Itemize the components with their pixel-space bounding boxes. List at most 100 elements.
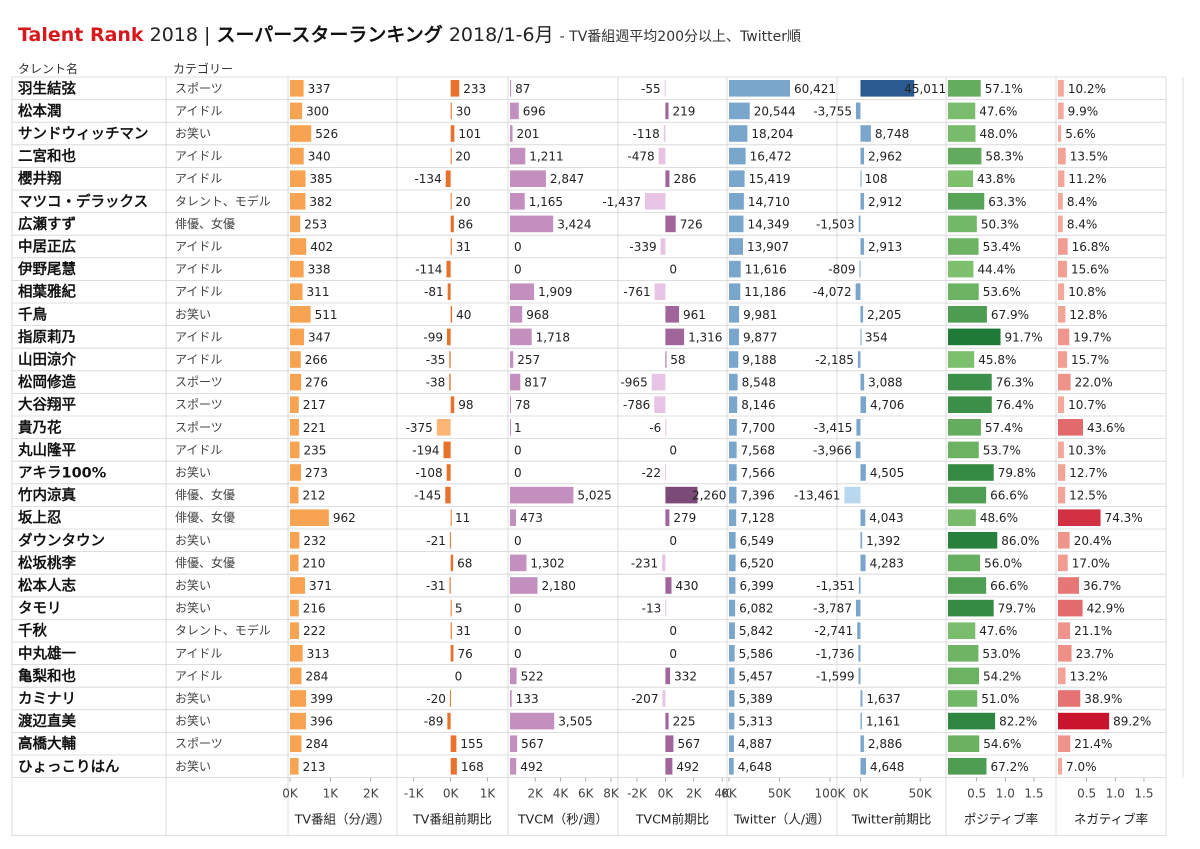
data-label: -3,787 xyxy=(813,602,852,616)
bar-1-30 xyxy=(450,758,457,775)
data-label: 4,887 xyxy=(738,737,772,751)
bar-5-18 xyxy=(844,486,861,504)
talent-category: アイドル xyxy=(175,104,222,118)
bar-2-26 xyxy=(510,667,517,685)
bar-0-9 xyxy=(290,283,303,300)
data-label: 7,568 xyxy=(741,443,775,457)
bar-0-21 xyxy=(290,554,299,572)
data-label: 0 xyxy=(669,624,677,638)
axis-title: Twitter前期比 xyxy=(851,812,931,827)
talent-category: アイドル xyxy=(175,149,222,163)
bar-5-23 xyxy=(855,599,861,617)
talent-name: 松本人志 xyxy=(18,577,76,595)
data-label: 23.7% xyxy=(1076,647,1114,661)
bar-5-26 xyxy=(858,667,861,685)
bar-0-27 xyxy=(290,690,307,707)
data-label: 526 xyxy=(315,127,338,141)
talent-name: アキラ100% xyxy=(18,466,107,482)
axis-tick-label: 0.5 xyxy=(967,787,986,801)
data-label: 60,421 xyxy=(794,82,836,96)
bar-1-9 xyxy=(447,283,451,300)
bar-3-10 xyxy=(665,306,680,323)
bar-1-19 xyxy=(450,509,452,526)
bar-3-5 xyxy=(645,193,666,210)
bar-5-24 xyxy=(857,622,861,639)
data-label: -786 xyxy=(623,398,650,412)
data-label: -809 xyxy=(828,263,855,277)
data-label: 1,392 xyxy=(866,534,900,548)
data-label: 4,648 xyxy=(738,760,772,774)
bar-1-11 xyxy=(447,328,451,346)
data-label: 8,146 xyxy=(741,398,775,412)
bar-5-0 xyxy=(860,80,915,97)
data-label: 86.0% xyxy=(1001,534,1039,548)
data-label: 0 xyxy=(514,466,522,480)
axis-tick-label: 4K xyxy=(714,787,731,801)
axis-title: ネガティブ率 xyxy=(1074,812,1148,827)
data-label: 30 xyxy=(456,104,471,118)
bar-4-9 xyxy=(729,283,741,300)
data-label: 284 xyxy=(305,737,328,751)
bar-7-25 xyxy=(1058,645,1072,662)
data-label: 0 xyxy=(514,240,522,254)
bar-6-11 xyxy=(948,328,1001,346)
bar-5-20 xyxy=(860,532,863,549)
data-label: 7,700 xyxy=(741,421,775,435)
data-label: 13.2% xyxy=(1070,669,1108,683)
data-label: 1 xyxy=(514,421,522,435)
talent-category: アイドル xyxy=(175,353,222,367)
data-label: 3,424 xyxy=(557,217,591,231)
data-label: 87 xyxy=(515,82,530,96)
data-label: 48.0% xyxy=(980,127,1018,141)
axis-title: TVCM前期比 xyxy=(635,812,709,827)
bar-1-17 xyxy=(446,464,451,481)
data-label: 108 xyxy=(865,172,888,186)
data-label: 2,205 xyxy=(867,308,901,322)
talent-name: 大谷翔平 xyxy=(18,396,76,414)
data-label: -99 xyxy=(423,330,443,344)
data-label: 43.6% xyxy=(1087,421,1125,435)
data-label: 51.0% xyxy=(981,692,1019,706)
data-label: 45.8% xyxy=(978,353,1016,367)
bar-3-30 xyxy=(665,758,673,775)
data-label: 430 xyxy=(676,579,699,593)
data-label: 48.6% xyxy=(980,511,1018,525)
bar-6-6 xyxy=(948,215,977,233)
talent-name: 千鳥 xyxy=(18,305,47,323)
data-label: -118 xyxy=(632,127,659,141)
data-label: 12.7% xyxy=(1069,466,1107,480)
data-label: 726 xyxy=(680,217,703,231)
data-label: 968 xyxy=(526,308,549,322)
data-label: 337 xyxy=(308,82,331,96)
bar-7-4 xyxy=(1058,170,1065,187)
talent-category: 俳優、女優 xyxy=(175,555,235,570)
bar-3-6 xyxy=(665,215,676,233)
bar-7-5 xyxy=(1058,193,1063,210)
data-label: 20,544 xyxy=(754,104,796,118)
data-label: 253 xyxy=(304,217,327,231)
data-label: 16.8% xyxy=(1072,240,1110,254)
talent-name: マツコ・デラックス xyxy=(18,192,148,210)
bar-6-1 xyxy=(948,102,976,120)
data-label: -965 xyxy=(620,376,647,390)
data-label: 8.4% xyxy=(1067,195,1098,209)
data-label: 15.7% xyxy=(1071,353,1109,367)
bar-2-5 xyxy=(510,193,525,210)
data-label: 14,710 xyxy=(748,195,790,209)
data-label: 168 xyxy=(461,760,484,774)
data-label: 66.6% xyxy=(990,579,1028,593)
bar-7-8 xyxy=(1058,260,1067,278)
data-label: 216 xyxy=(303,602,326,616)
bar-3-11 xyxy=(665,328,685,346)
bar-4-19 xyxy=(729,509,737,526)
data-label: 12.5% xyxy=(1069,489,1107,503)
bar-1-2 xyxy=(450,125,455,142)
data-label: 213 xyxy=(303,760,326,774)
bar-1-10 xyxy=(450,306,453,323)
talent-name: タモリ xyxy=(18,600,62,617)
talent-name: ひょっこりはん xyxy=(18,758,120,775)
data-label: 31 xyxy=(456,624,471,638)
data-label: 67.9% xyxy=(991,308,1029,322)
data-label: 273 xyxy=(305,466,328,480)
